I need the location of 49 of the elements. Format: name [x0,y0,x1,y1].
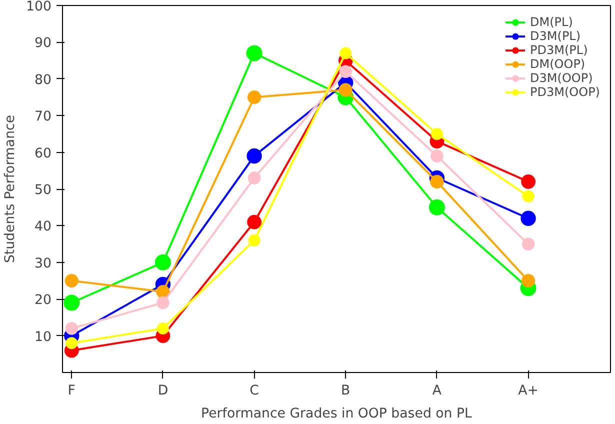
point [338,83,352,97]
point [154,254,171,270]
y-tick-label: 10 [34,330,52,345]
y-tick-label: 60 [34,146,52,162]
point [248,234,260,246]
x-tick-label: A+ [518,384,538,398]
point [246,148,262,164]
point [156,322,169,334]
point [340,47,352,60]
point [66,337,78,350]
legend-label: DM(OOP) [530,57,586,71]
point [65,322,78,335]
legend-label: DM(PL) [530,15,573,29]
point [430,128,443,140]
point [156,296,170,310]
y-tick-label: 80 [34,72,52,88]
legend-label: D3M(OOP) [530,71,593,85]
point [430,174,444,188]
point [246,45,262,62]
y-tick-label: 40 [34,220,52,235]
y-axis-title: Students Performance [3,114,18,264]
y-tick-label: 30 [34,256,52,272]
point [522,238,535,250]
y-tick-label: 50 [34,183,52,198]
point [521,174,536,189]
y-tick-label: 20 [34,293,52,308]
x-tick-label: F [68,384,76,398]
x-tick-label: D [158,384,168,398]
legend-label: PD3M(PL) [530,43,588,57]
point [430,150,444,162]
point [339,65,352,78]
point [64,274,78,288]
x-tick-label: A [432,384,442,398]
y-tick-label: 90 [34,36,52,52]
point [248,172,261,184]
point [428,199,445,216]
legend-label: PD3M(OOP) [530,85,600,99]
x-tick-label: B [341,384,350,398]
point [522,274,536,288]
point [248,90,262,104]
point [64,294,80,311]
point [522,190,534,202]
legend-label: D3M(PL) [530,29,581,43]
point [247,214,262,230]
x-axis-title: Performance Grades in OOP based on PL [201,406,473,422]
point [520,210,536,226]
x-tick-label: C [250,384,259,398]
y-tick-label: 70 [34,110,52,125]
y-tick-label: 100 [26,0,52,14]
